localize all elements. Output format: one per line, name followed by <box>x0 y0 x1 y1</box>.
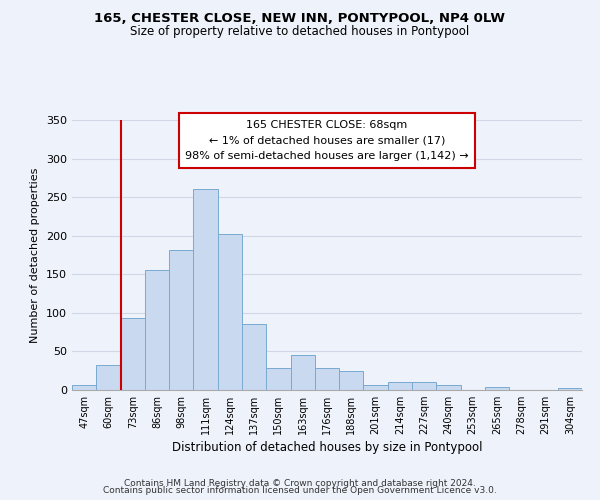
Bar <box>290 354 315 390</box>
Bar <box>121 318 145 390</box>
Bar <box>169 250 193 390</box>
Bar <box>436 386 461 390</box>
Bar <box>193 190 218 390</box>
Bar <box>558 388 582 390</box>
Y-axis label: Number of detached properties: Number of detached properties <box>31 168 40 342</box>
Text: Contains HM Land Registry data © Crown copyright and database right 2024.: Contains HM Land Registry data © Crown c… <box>124 478 476 488</box>
Bar <box>485 387 509 390</box>
Bar <box>266 368 290 390</box>
Bar <box>412 382 436 390</box>
Bar <box>242 324 266 390</box>
Text: Size of property relative to detached houses in Pontypool: Size of property relative to detached ho… <box>130 25 470 38</box>
Bar <box>315 368 339 390</box>
Bar <box>96 366 121 390</box>
Text: Contains public sector information licensed under the Open Government Licence v3: Contains public sector information licen… <box>103 486 497 495</box>
Bar <box>388 382 412 390</box>
Bar <box>218 234 242 390</box>
Bar <box>145 270 169 390</box>
Bar <box>339 372 364 390</box>
Text: 165, CHESTER CLOSE, NEW INN, PONTYPOOL, NP4 0LW: 165, CHESTER CLOSE, NEW INN, PONTYPOOL, … <box>95 12 505 26</box>
X-axis label: Distribution of detached houses by size in Pontypool: Distribution of detached houses by size … <box>172 442 482 454</box>
Bar <box>72 386 96 390</box>
Bar <box>364 386 388 390</box>
Text: 165 CHESTER CLOSE: 68sqm
← 1% of detached houses are smaller (17)
98% of semi-de: 165 CHESTER CLOSE: 68sqm ← 1% of detache… <box>185 120 469 161</box>
